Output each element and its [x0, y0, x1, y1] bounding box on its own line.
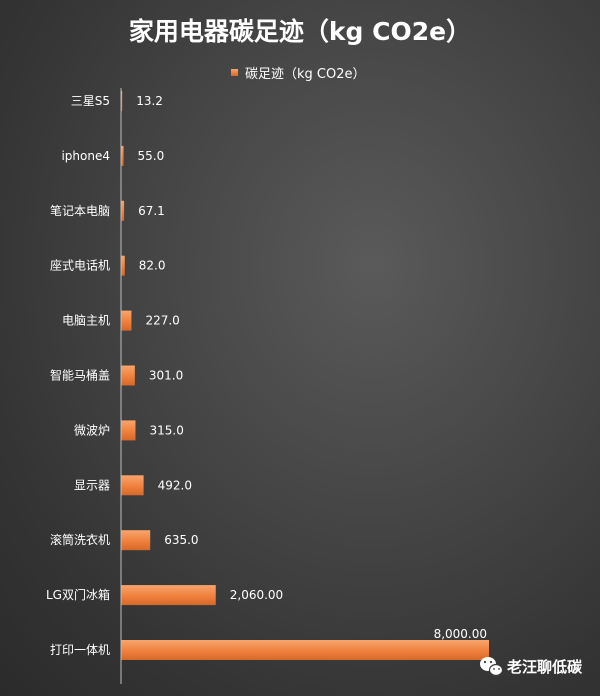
legend: 碳足迹（kg CO2e） [231, 67, 366, 82]
value-label: 67.1 [138, 204, 165, 218]
value-label: 13.2 [136, 94, 163, 108]
category-label: 笔记本电脑 [50, 203, 110, 218]
wechat-icon [480, 657, 504, 677]
value-label: 301.0 [149, 369, 183, 383]
category-label: iphone4 [61, 149, 110, 163]
value-label: 227.0 [145, 314, 179, 328]
category-label: 微波炉 [74, 423, 110, 437]
legend-label: 碳足迹（kg CO2e） [245, 67, 366, 82]
bar [121, 530, 151, 551]
chart-title: 家用电器碳足迹（kg CO2e） [129, 17, 471, 46]
bar [121, 640, 489, 660]
category-label: 显示器 [74, 478, 110, 492]
value-label: 2,060.00 [230, 588, 283, 602]
bar [121, 420, 136, 441]
bar [121, 475, 144, 496]
category-labels: 三星S5 iphone4 笔记本电脑座式电话机电脑主机智能马桶盖微波炉显示器滚筒洗衣… [46, 94, 110, 657]
bar [121, 200, 125, 221]
watermark-text: 老汪聊低碳 [506, 658, 583, 676]
category-label: 座式电话机 [50, 258, 110, 273]
bar [121, 310, 132, 331]
bar [121, 585, 216, 606]
category-label: 打印一体机 [50, 643, 110, 657]
category-label: LG双门冰箱 [46, 587, 110, 602]
category-label: 智能马桶盖 [50, 368, 110, 383]
bar [121, 365, 135, 386]
value-label: 492.0 [158, 478, 192, 492]
value-label: 315.0 [149, 423, 183, 437]
value-label: 635.0 [164, 533, 198, 547]
watermark: 老汪聊低碳 [480, 657, 583, 677]
bar [121, 145, 124, 166]
category-label: 滚筒洗衣机 [50, 532, 110, 547]
bar [121, 255, 125, 276]
bars [121, 91, 489, 660]
value-label: 82.0 [139, 259, 166, 273]
value-label: 55.0 [138, 149, 165, 163]
category-label: 三星S5 [71, 94, 110, 108]
value-labels: 13.2 55.0 67.1 82.0 227.0 301.0 315.0 492.0 635.… [136, 94, 487, 641]
legend-swatch [231, 69, 238, 76]
value-label: 8,000.00 [434, 627, 487, 641]
category-label: 电脑主机 [62, 314, 110, 328]
bar [121, 91, 123, 111]
